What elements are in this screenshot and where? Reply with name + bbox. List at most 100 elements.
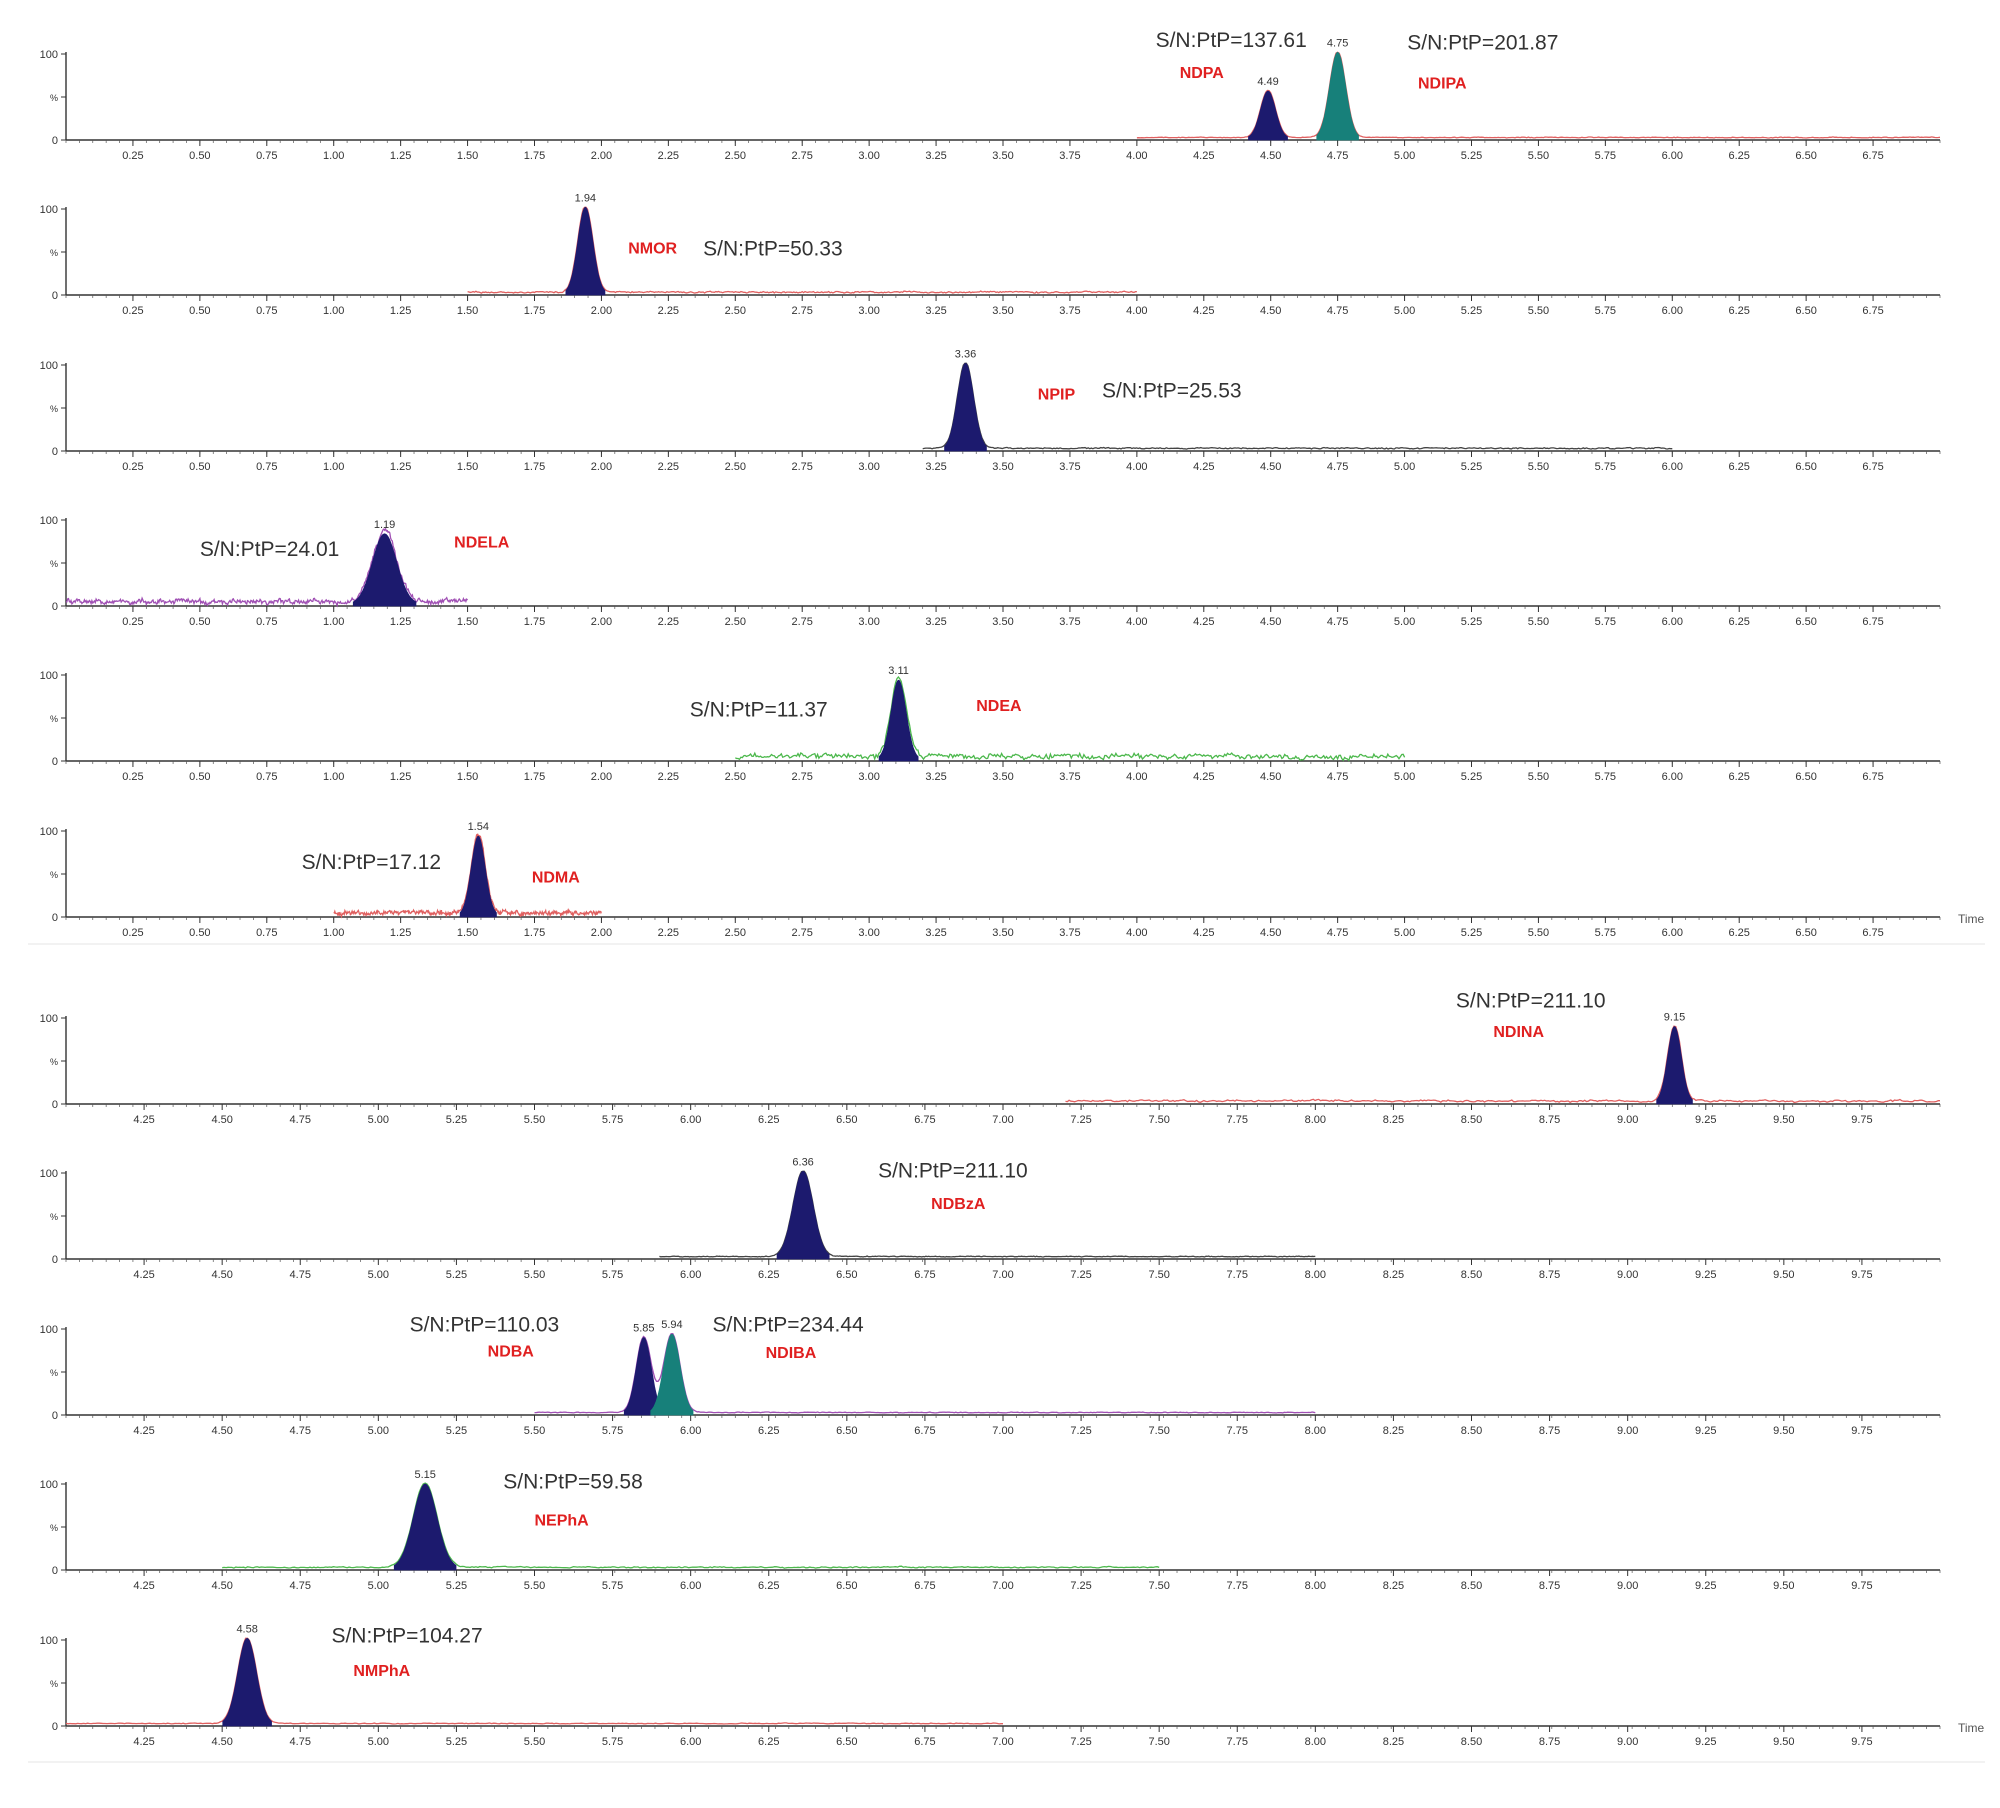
- chromatogram-panel: 100% 0 0.25 0.50 0.75 1.00 1.25 1.50 1.75 2.00 2.2…: [40, 348, 1941, 473]
- signal-to-noise-label: S/N:PtP=104.27: [331, 1625, 482, 1648]
- x-tick-label: 6.25: [1729, 150, 1750, 162]
- x-tick-label: 6.75: [914, 1580, 935, 1592]
- x-tick-label: 2.25: [658, 305, 679, 317]
- x-tick-label: 4.25: [1193, 150, 1214, 162]
- x-tick-label: 9.50: [1773, 1425, 1794, 1437]
- y-tick-label: 0: [52, 1410, 58, 1422]
- x-tick-label: 6.00: [680, 1114, 701, 1126]
- y-tick-label: %: [50, 1212, 58, 1222]
- x-tick-label: 2.50: [725, 771, 746, 783]
- x-tick-label: 5.75: [1595, 461, 1616, 473]
- x-tick-label: 1.75: [524, 461, 545, 473]
- x-tick-label: 4.50: [1260, 616, 1281, 628]
- x-tick-label: 4.75: [290, 1736, 311, 1748]
- peak-area: [1316, 51, 1359, 141]
- peak-area: [1656, 1026, 1693, 1105]
- x-tick-label: 4.00: [1126, 461, 1147, 473]
- x-tick-label: 5.75: [602, 1425, 623, 1437]
- x-tick-label: 5.25: [446, 1736, 467, 1748]
- chromatogram-trace: [1065, 1025, 1940, 1104]
- y-tick-label: 100: [40, 1168, 58, 1180]
- x-tick-label: 9.75: [1851, 1425, 1872, 1437]
- x-tick-label: 9.75: [1851, 1736, 1872, 1748]
- chromatogram-trace: [222, 1482, 1160, 1569]
- y-tick-label: 0: [52, 446, 58, 458]
- x-tick-label: 4.25: [133, 1736, 154, 1748]
- peak-area: [352, 533, 417, 607]
- x-tick-label: 9.25: [1695, 1114, 1716, 1126]
- x-tick-label: 2.50: [725, 150, 746, 162]
- x-tick-label: 5.00: [1394, 461, 1415, 473]
- y-tick-label: 0: [52, 912, 58, 924]
- x-tick-label: 6.00: [680, 1425, 701, 1437]
- x-tick-label: 1.25: [390, 150, 411, 162]
- x-tick-label: 8.00: [1305, 1736, 1326, 1748]
- x-tick-label: 5.75: [1595, 305, 1616, 317]
- x-tick-label: 5.00: [368, 1736, 389, 1748]
- signal-to-noise-label: S/N:PtP=50.33: [703, 237, 843, 260]
- x-tick-label: 4.50: [1260, 927, 1281, 939]
- x-tick-label: 1.50: [457, 150, 478, 162]
- y-tick-label: 100: [40, 1013, 58, 1025]
- y-tick-label: %: [50, 1368, 58, 1378]
- x-tick-label: 7.25: [1070, 1736, 1091, 1748]
- y-tick-label: 0: [52, 756, 58, 768]
- x-tick-label: 5.75: [602, 1114, 623, 1126]
- y-tick-label: 0: [52, 1565, 58, 1577]
- x-tick-label: 0.25: [122, 771, 143, 783]
- x-tick-label: 0.25: [122, 461, 143, 473]
- chromatogram-trace: [735, 675, 1406, 762]
- x-tick-label: 6.00: [680, 1269, 701, 1281]
- y-tick-label: 100: [40, 49, 58, 61]
- x-tick-label: 6.75: [1862, 305, 1883, 317]
- x-tick-label: 6.75: [1862, 771, 1883, 783]
- x-tick-label: 7.25: [1070, 1580, 1091, 1592]
- x-tick-label: 4.25: [133, 1580, 154, 1592]
- x-tick-label: 7.50: [1148, 1736, 1169, 1748]
- x-tick-label: 4.75: [290, 1114, 311, 1126]
- x-tick-label: 6.75: [1862, 150, 1883, 162]
- compound-label: NDELA: [454, 535, 510, 552]
- x-tick-label: 9.75: [1851, 1114, 1872, 1126]
- y-tick-label: %: [50, 870, 58, 880]
- x-tick-label: 0.50: [189, 927, 210, 939]
- chromatogram-panel: 100% 0 4.25 4.50 4.75 5.00 5.25 5.50 5.75 6.00 6.2…: [40, 1156, 1941, 1281]
- x-tick-label: 6.25: [758, 1114, 779, 1126]
- x-tick-label: 1.75: [524, 771, 545, 783]
- signal-to-noise-label: S/N:PtP=17.12: [302, 851, 442, 874]
- x-tick-label: 5.50: [524, 1736, 545, 1748]
- x-tick-label: 6.00: [1662, 616, 1683, 628]
- compound-label: NDPA: [1180, 65, 1225, 82]
- chromatogram-trace: [659, 1170, 1316, 1258]
- x-tick-label: 9.50: [1773, 1580, 1794, 1592]
- x-tick-label: 5.25: [1461, 150, 1482, 162]
- x-tick-label: 7.00: [992, 1114, 1013, 1126]
- x-tick-label: 9.25: [1695, 1580, 1716, 1592]
- x-tick-label: 2.25: [658, 927, 679, 939]
- x-tick-label: 7.75: [1227, 1580, 1248, 1592]
- x-tick-label: 2.00: [591, 461, 612, 473]
- x-tick-label: 5.25: [1461, 305, 1482, 317]
- peak-area: [776, 1170, 830, 1260]
- x-tick-label: 4.25: [1193, 927, 1214, 939]
- x-tick-label: 6.25: [1729, 305, 1750, 317]
- peak-retention-label: 4.58: [236, 1623, 257, 1635]
- x-tick-label: 8.50: [1461, 1114, 1482, 1126]
- x-tick-label: 0.25: [122, 927, 143, 939]
- x-tick-label: 6.25: [1729, 616, 1750, 628]
- x-tick-label: 1.50: [457, 927, 478, 939]
- chromatogram-panel: 100% 0 0.25 0.50 0.75 1.00 1.25 1.50 1.75 2.00 2.2…: [40, 29, 1941, 162]
- x-tick-label: 5.00: [368, 1269, 389, 1281]
- x-tick-label: 1.75: [524, 927, 545, 939]
- peak-retention-label: 5.94: [661, 1319, 682, 1331]
- y-tick-label: 100: [40, 1635, 58, 1647]
- x-tick-label: 3.75: [1059, 927, 1080, 939]
- x-tick-label: 1.00: [323, 461, 344, 473]
- x-tick-label: 8.75: [1539, 1736, 1560, 1748]
- x-tick-label: 2.75: [792, 305, 813, 317]
- x-tick-label: 6.25: [758, 1425, 779, 1437]
- x-tick-label: 7.25: [1070, 1425, 1091, 1437]
- x-tick-label: 9.00: [1617, 1269, 1638, 1281]
- x-tick-label: 4.00: [1126, 150, 1147, 162]
- x-tick-label: 1.25: [390, 771, 411, 783]
